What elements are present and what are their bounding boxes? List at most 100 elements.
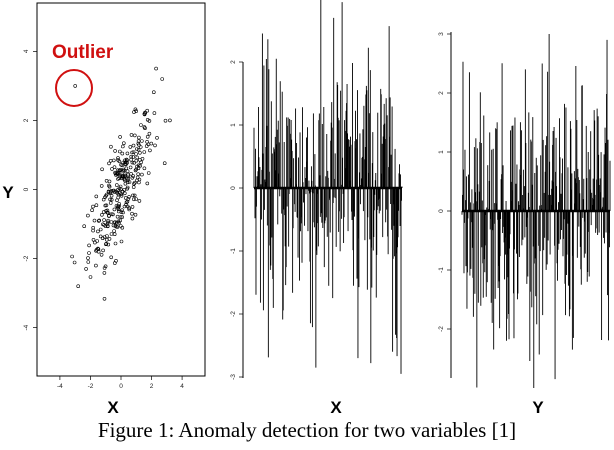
scatter-point: [116, 158, 120, 162]
scatter-point: [152, 111, 157, 115]
scatter-y-ticks: -4 -2 0 2 4: [23, 49, 37, 331]
scatter-point: [119, 239, 124, 244]
scatter-point: [88, 275, 93, 279]
scatter-point: [121, 144, 125, 149]
scatter-point: [106, 190, 111, 194]
scatter-point: [122, 175, 126, 180]
scatter-point: [143, 111, 147, 115]
scatter-point: [122, 177, 127, 181]
scatter-point: [96, 229, 100, 234]
scatter-point: [132, 161, 136, 165]
x-series-y-ticks: -3 -2 -1 0 1 2: [230, 60, 243, 380]
scatter-point: [129, 133, 134, 137]
series-y-tick-label: -1: [230, 248, 237, 254]
scatter-point: [145, 135, 150, 139]
scatter-point: [142, 125, 147, 129]
scatter-point: [148, 148, 152, 153]
scatter-point: [116, 156, 120, 160]
scatter-point: [124, 202, 128, 207]
scatter-point: [105, 210, 109, 215]
scatter-y-tick-label: 4: [23, 49, 30, 53]
scatter-point: [111, 212, 115, 217]
y-series-axis-title: Y: [532, 398, 544, 417]
scatter-point: [133, 133, 137, 138]
scatter-point: [130, 211, 134, 216]
scatter-point: [140, 172, 144, 177]
scatter-point: [127, 206, 131, 210]
scatter-point: [97, 218, 101, 223]
scatter-point: [114, 172, 119, 176]
scatter-point: [138, 151, 142, 155]
scatter-point: [98, 227, 103, 232]
scatter-point: [115, 214, 120, 219]
scatter-point: [137, 177, 142, 182]
scatter-point: [144, 144, 149, 148]
scatter-y-tick-label: -2: [23, 255, 30, 261]
scatter-point: [146, 171, 151, 175]
scatter-x-axis-title: X: [107, 398, 119, 417]
scatter-point: [111, 188, 115, 193]
series-y-tick-label: -2: [230, 311, 237, 317]
scatter-x-ticks: -4 -2 0 2 4: [57, 376, 184, 390]
scatter-point: [130, 160, 135, 165]
scatter-point: [108, 197, 112, 202]
y-series-y-ticks: -2 -1 0 1 2 3: [438, 32, 451, 332]
scatter-y-tick-label: 2: [23, 118, 30, 122]
scatter-point: [100, 167, 104, 172]
scatter-point: [87, 251, 91, 255]
scatter-point: [121, 210, 125, 215]
scatter-point: [142, 150, 147, 154]
series-y-tick-label: 0: [438, 209, 445, 213]
scatter-point: [152, 90, 156, 94]
scatter-point: [129, 157, 133, 162]
scatter-x-tick-label: 0: [119, 383, 123, 390]
scatter-point: [123, 196, 128, 200]
scatter-point: [95, 239, 99, 243]
scatter-point: [119, 194, 124, 198]
scatter-point: [134, 158, 139, 163]
scatter-point: [147, 119, 152, 123]
series-y-tick-label: -1: [438, 267, 445, 273]
scatter-point: [123, 191, 127, 196]
scatter-point: [135, 155, 139, 160]
scatter-point: [107, 183, 111, 188]
scatter-point: [123, 160, 127, 165]
scatter-point: [125, 180, 130, 185]
scatter-point: [149, 141, 154, 146]
scatter-point: [135, 147, 139, 151]
scatter-point: [126, 174, 130, 179]
scatter-point: [109, 144, 113, 149]
scatter-point: [86, 260, 91, 264]
scatter-point: [115, 198, 119, 203]
scatter-x-tick-label: 2: [150, 383, 154, 390]
scatter-point: [140, 139, 144, 143]
scatter-point: [107, 161, 111, 166]
scatter-point: [124, 157, 129, 162]
scatter-point: [99, 184, 104, 188]
scatter-point: [128, 165, 133, 170]
scatter-point: [162, 161, 167, 165]
scatter-point: [139, 123, 143, 127]
scatter-point: [107, 237, 112, 241]
scatter-point: [110, 167, 114, 171]
scatter-point: [142, 166, 147, 171]
scatter-y-tick-label: 0: [23, 187, 30, 191]
scatter-point: [118, 174, 123, 179]
scatter-point: [119, 210, 124, 214]
scatter-point: [104, 242, 108, 246]
scatter-point: [96, 247, 101, 251]
scatter-point: [120, 173, 124, 178]
scatter-point: [160, 77, 164, 81]
scatter-point: [153, 143, 157, 148]
scatter-point: [118, 218, 122, 223]
scatter-point: [102, 218, 106, 222]
scatter-point: [138, 163, 142, 168]
x-series-bars: [253, 0, 403, 374]
scatter-x-tick-label: 4: [180, 383, 184, 390]
scatter-point: [118, 168, 122, 173]
scatter-point: [115, 225, 120, 229]
scatter-point: [147, 131, 152, 136]
scatter-point: [101, 248, 105, 253]
scatter-point: [112, 207, 117, 212]
